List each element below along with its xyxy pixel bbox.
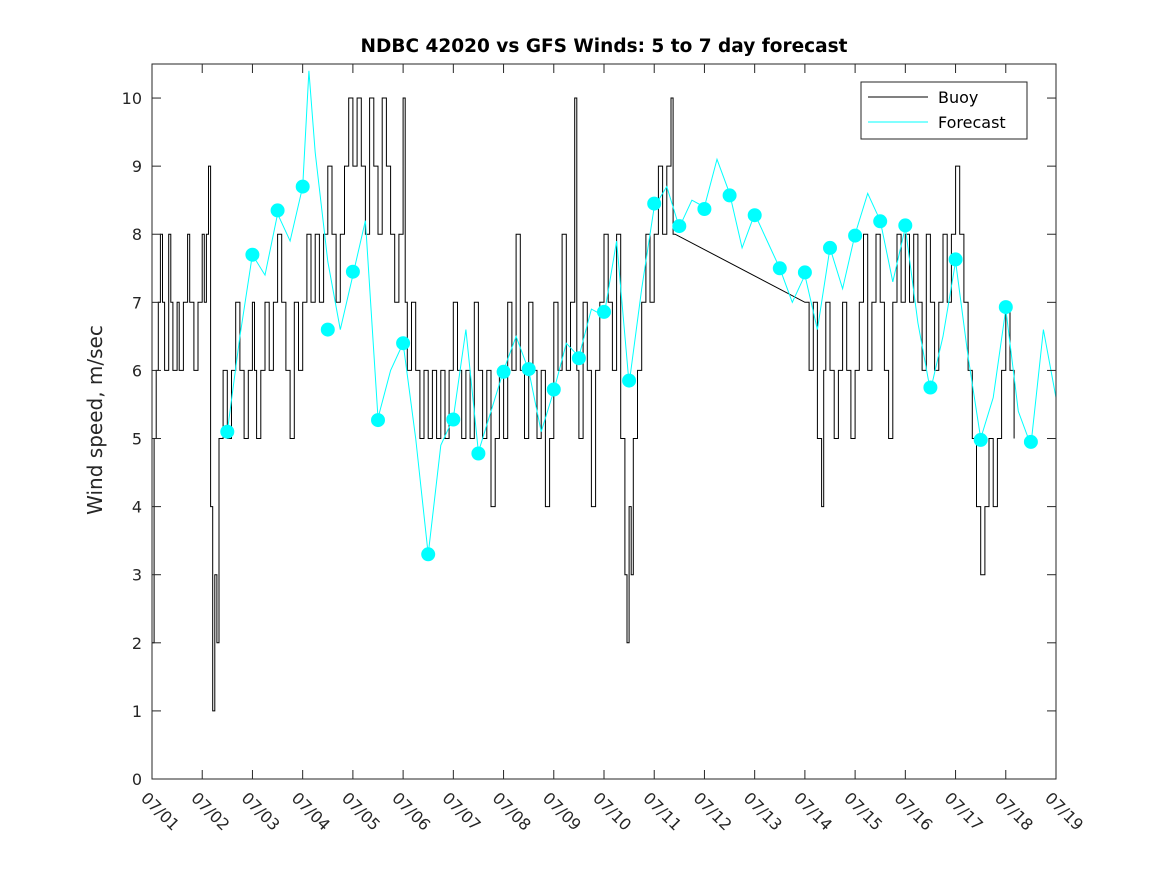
y-tick-label: 2 [132,634,142,653]
legend: Buoy Forecast [860,81,1028,140]
forecast-marker [998,300,1013,315]
forecast-marker [471,446,486,461]
forecast-marker [295,179,310,194]
forecast-marker [622,373,637,388]
series-line-buoy [152,97,1015,712]
y-tick-label: 5 [132,430,142,449]
y-axis-label: Wind speed, m/sec [83,325,107,515]
y-tick-label: 7 [132,293,142,312]
y-tick-label: 3 [132,566,142,585]
forecast-marker [772,261,787,276]
forecast-marker [546,382,561,397]
forecast-marker [1023,434,1038,449]
forecast-marker [722,188,737,203]
forecast-marker [521,362,536,377]
forecast-marker [948,252,963,267]
y-tick-label: 4 [132,498,142,517]
y-tick-label: 6 [132,361,142,380]
forecast-marker [672,219,687,234]
plot-background [152,64,1056,779]
forecast-marker [345,264,360,279]
forecast-marker [270,203,285,218]
forecast-marker [647,196,662,211]
forecast-marker [220,424,235,439]
forecast-marker [421,547,436,562]
legend-box [860,81,1028,140]
forecast-marker [320,322,335,337]
marker-layer [220,179,1038,562]
y-axis: 0 1 2 3 4 5 6 7 8 9 10 [122,89,1056,789]
y-tick-label: 9 [132,157,142,176]
forecast-marker [245,247,260,262]
forecast-marker [873,214,888,229]
y-tick-label: 0 [132,770,142,789]
forecast-marker [446,412,461,427]
forecast-marker [823,240,837,255]
y-tick-label: 10 [122,89,142,108]
y-tick-label: 1 [132,702,142,721]
forecast-marker [697,202,712,216]
forecast-marker [371,413,385,428]
forecast-marker [797,265,812,280]
y-tick-label: 8 [132,225,142,244]
forecast-marker [973,432,988,447]
forecast-marker [848,228,863,243]
forecast-marker [747,208,762,223]
forecast-marker [496,364,511,379]
forecast-marker [898,218,913,233]
legend-label-buoy: Buoy [938,88,978,107]
forecast-marker [396,336,411,351]
plot-area: 07/01 07/02 07/03 07/04 07/05 07/06 07/07 07/08… [122,63,1087,834]
legend-label-forecast: Forecast [938,113,1006,132]
chart-title: NDBC 42020 vs GFS Winds: 5 to 7 day fore… [361,36,848,57]
forecast-marker [571,351,586,366]
forecast-marker [923,380,938,395]
forecast-marker [597,304,611,319]
